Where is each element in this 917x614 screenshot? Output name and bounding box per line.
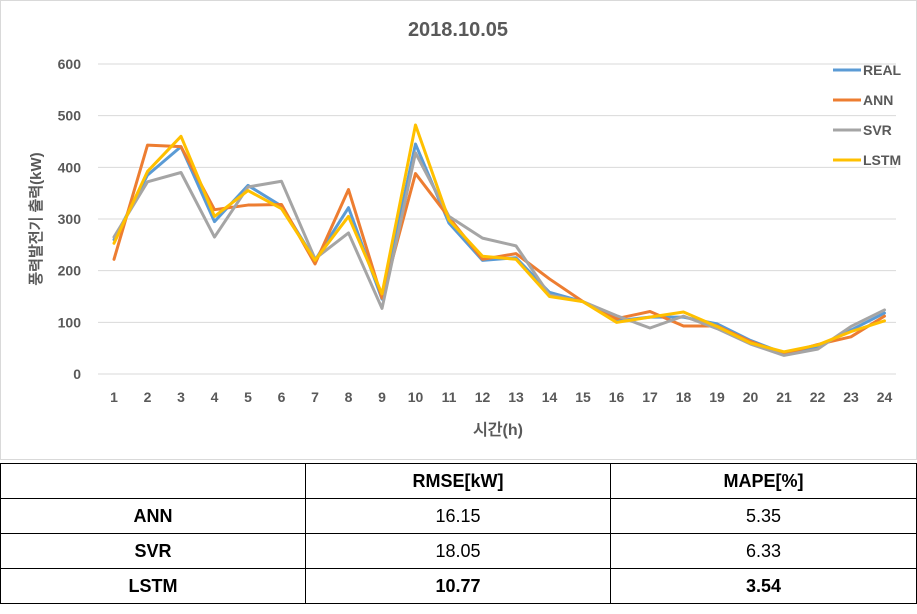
mape-cell: 6.33 xyxy=(610,533,917,569)
x-tick-label: 1 xyxy=(110,389,118,405)
x-tick-label: 17 xyxy=(642,389,658,405)
table-header-cell xyxy=(0,463,306,499)
x-tick-label: 2 xyxy=(144,389,152,405)
legend-label: SVR xyxy=(863,122,892,138)
x-tick-label: 7 xyxy=(311,389,319,405)
y-tick-label: 500 xyxy=(58,108,82,124)
chart-area: 2018.10.05 0 100 200 300 400 500 600 1 2 3 4 5 6 7 8 9 10… xyxy=(0,0,917,460)
model-name-cell: LSTM xyxy=(0,568,306,604)
x-tick-label: 3 xyxy=(177,389,185,405)
y-tick-label: 100 xyxy=(58,314,82,330)
y-tick-label: 400 xyxy=(58,159,82,175)
x-tick-label: 9 xyxy=(378,389,386,405)
x-tick-label: 11 xyxy=(442,389,457,405)
x-tick-label: 24 xyxy=(877,389,893,405)
y-tick-label: 200 xyxy=(58,263,82,279)
model-name-cell: ANN xyxy=(0,498,306,534)
rmse-cell: 10.77 xyxy=(305,568,611,604)
x-tick-label: 22 xyxy=(810,389,826,405)
rmse-cell: 18.05 xyxy=(305,533,611,569)
x-tick-label: 23 xyxy=(843,389,859,405)
table-row: SVR 18.05 6.33 xyxy=(0,533,917,569)
x-tick-label: 19 xyxy=(709,389,725,405)
y-axis-label: 풍력발전기 출력(kW) xyxy=(27,152,45,285)
mape-cell: 3.54 xyxy=(610,568,917,604)
table-header-row: RMSE[kW] MAPE[%] xyxy=(0,463,917,499)
x-tick-label: 6 xyxy=(278,389,286,405)
x-tick-label: 8 xyxy=(345,389,353,405)
series-line-svr xyxy=(112,151,886,357)
table-row: ANN 16.15 5.35 xyxy=(0,498,917,534)
rmse-cell: 16.15 xyxy=(305,498,611,534)
x-tick-label: 16 xyxy=(609,389,625,405)
x-tick-label: 5 xyxy=(244,389,252,405)
x-tick-label: 13 xyxy=(508,389,524,405)
table-header-cell: MAPE[%] xyxy=(610,463,917,499)
x-tick-label: 10 xyxy=(408,389,424,405)
legend-label: ANN xyxy=(863,92,893,108)
x-axis-label: 시간(h) xyxy=(473,421,523,439)
model-name-cell: SVR xyxy=(0,533,306,569)
chart-title: 2018.10.05 xyxy=(408,19,508,41)
table-header-cell: RMSE[kW] xyxy=(305,463,611,499)
y-tick-label: 600 xyxy=(58,56,82,72)
y-tick-label: 300 xyxy=(58,211,82,227)
y-tick-label: 0 xyxy=(73,366,81,382)
series-line-lstm xyxy=(112,123,886,354)
x-tick-label: 4 xyxy=(211,389,219,405)
results-table: RMSE[kW] MAPE[%] ANN 16.15 5.35 SVR 18.0… xyxy=(0,463,917,604)
x-tick-label: 12 xyxy=(475,389,491,405)
legend-label: LSTM xyxy=(863,152,901,168)
x-tick-label: 14 xyxy=(542,389,558,405)
x-tick-label: 21 xyxy=(776,389,792,405)
legend-label: REAL xyxy=(863,62,902,78)
x-tick-label: 18 xyxy=(676,389,692,405)
mape-cell: 5.35 xyxy=(610,498,917,534)
table-row: LSTM 10.77 3.54 xyxy=(0,568,917,604)
x-tick-label: 20 xyxy=(743,389,759,405)
x-tick-label: 15 xyxy=(575,389,591,405)
